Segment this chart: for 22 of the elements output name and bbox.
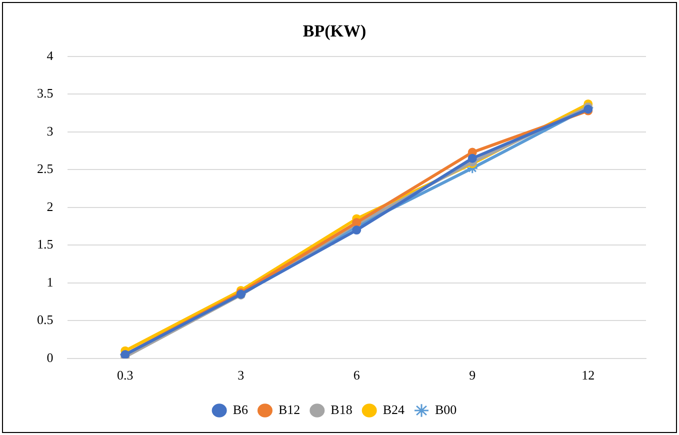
y-tick-label: 0 <box>46 350 54 365</box>
x-tick-label: 6 <box>353 368 360 383</box>
y-tick-label: 4 <box>46 48 54 63</box>
y-tick-label: 1.5 <box>37 236 54 252</box>
point <box>468 154 477 163</box>
x-tick-label: 0.3 <box>117 368 134 383</box>
y-tick-label: 3 <box>46 123 54 138</box>
legend-label: B00 <box>435 402 457 417</box>
y-tick-label: 3.5 <box>37 86 54 101</box>
y-tick-label: 0.5 <box>37 312 54 328</box>
y-tick-label: 2.5 <box>37 161 54 176</box>
legend-label: B18 <box>330 402 352 417</box>
y-tick-label: 1 <box>46 274 54 290</box>
legend-label: B12 <box>278 402 300 417</box>
x-tick-label: 9 <box>469 368 476 383</box>
legend-label: B24 <box>382 402 406 417</box>
y-tick-label: 2 <box>46 198 54 214</box>
x-tick-label: 3 <box>238 368 244 383</box>
legend-label: B6 <box>232 402 248 417</box>
chart-title: BP(KW) <box>302 22 366 41</box>
point <box>352 226 362 235</box>
x-tick-label: 12 <box>582 368 595 383</box>
